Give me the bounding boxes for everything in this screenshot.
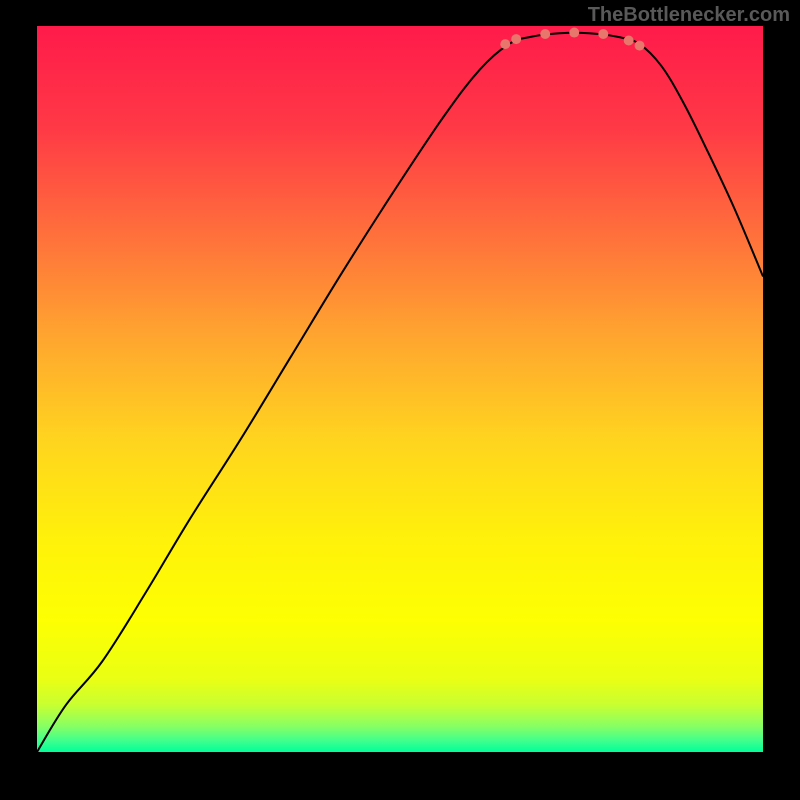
curve-layer xyxy=(37,26,763,752)
bottleneck-curve xyxy=(37,33,763,752)
curve-marker xyxy=(624,36,634,46)
plot-area xyxy=(37,26,763,752)
curve-marker xyxy=(598,29,608,39)
curve-marker xyxy=(500,39,510,49)
curve-marker xyxy=(569,28,579,38)
curve-marker xyxy=(635,41,645,51)
curve-marker xyxy=(540,29,550,39)
watermark-text: TheBottlenecker.com xyxy=(588,4,790,27)
curve-marker xyxy=(511,34,521,44)
